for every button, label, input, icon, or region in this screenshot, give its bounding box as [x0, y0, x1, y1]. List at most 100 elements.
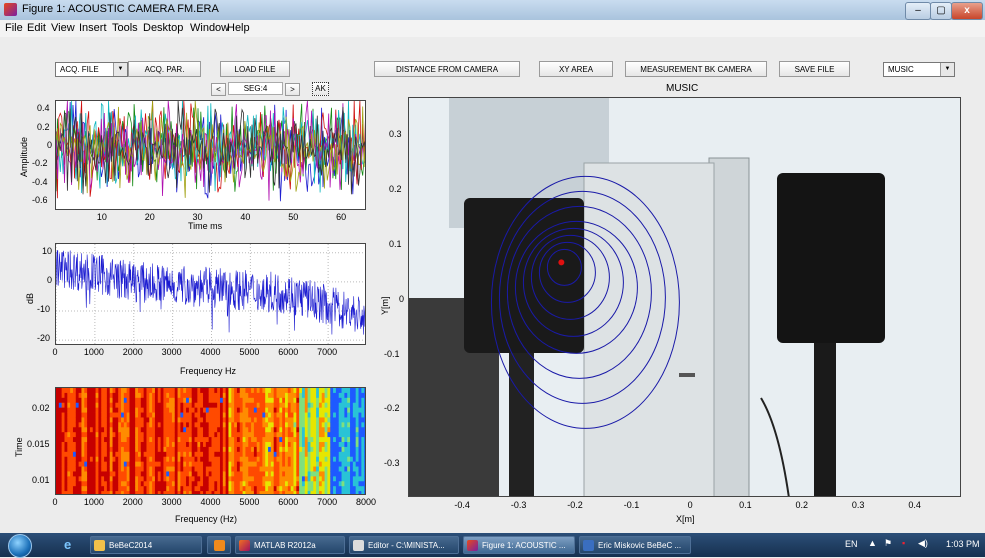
xy-area-button[interactable]: XY AREA: [539, 61, 613, 77]
start-button[interactable]: [8, 534, 32, 558]
internet-explorer-icon[interactable]: e: [64, 537, 72, 552]
menu-file[interactable]: File: [5, 22, 23, 34]
load-file-button[interactable]: LOAD FILE: [220, 61, 290, 77]
time-signal-ylabel: Amplitude: [19, 136, 29, 177]
ak-button[interactable]: AK: [312, 82, 329, 96]
spectrogram-cell: [341, 407, 345, 413]
spectrogram-cell: [89, 427, 94, 433]
spectrogram-cell: [126, 486, 130, 492]
spectrogram-cell: [121, 481, 125, 487]
spectrogram-cell: [276, 388, 280, 394]
distance-from-camera-button[interactable]: DISTANCE FROM CAMERA: [374, 61, 520, 77]
taskbar-item-figure[interactable]: Figure 1: ACOUSTIC ...: [463, 536, 575, 554]
spectrogram-cell: [330, 471, 334, 477]
spectrogram-cell: [152, 491, 156, 494]
spectrogram-cell: [61, 486, 65, 492]
acoustic-map-ytick: -0.3: [384, 458, 400, 469]
spectrogram-cell: [78, 402, 82, 409]
minimize-button[interactable]: –: [905, 2, 931, 20]
prev-segment-button[interactable]: <: [211, 83, 226, 96]
taskbar-item-matlab[interactable]: MATLAB R2012a: [235, 536, 345, 554]
next-segment-button[interactable]: >: [285, 83, 300, 96]
menu-view[interactable]: View: [51, 22, 75, 34]
acq-par-button[interactable]: ACQ. PAR.: [128, 61, 201, 77]
spectrogram-cell: [321, 491, 325, 494]
spectrogram-cell: [313, 388, 317, 394]
clock[interactable]: 1:03 PM: [946, 539, 980, 549]
spectrogram-cell: [152, 471, 156, 477]
menu-insert[interactable]: Insert: [79, 22, 107, 34]
spectrogram-cell: [304, 402, 309, 409]
taskbar-item-media[interactable]: [207, 536, 231, 554]
menu-window[interactable]: Window: [190, 22, 230, 34]
menu-desktop[interactable]: Desktop: [143, 22, 184, 34]
spectrogram-cell: [101, 422, 105, 428]
spectrogram-cell: [301, 432, 306, 438]
spectrogram-cell: [152, 486, 156, 492]
spectrogram-cell: [140, 466, 145, 472]
close-button[interactable]: x: [951, 2, 983, 20]
spectrogram-cell: [228, 486, 232, 492]
spectrogram-cell: [135, 481, 139, 487]
maximize-button[interactable]: ▢: [930, 2, 952, 20]
spectrogram-cell: [293, 427, 297, 433]
spectrogram-cell: [205, 446, 210, 453]
spectrogram-cell: [358, 402, 362, 409]
menu-help[interactable]: Help: [227, 22, 250, 34]
measurement-bk-camera-button[interactable]: MEASUREMENT BK CAMERA: [625, 61, 767, 77]
menu-edit[interactable]: Edit: [27, 22, 46, 34]
save-file-button[interactable]: SAVE FILE: [779, 61, 850, 77]
spectrogram-cell: [327, 446, 331, 453]
menu-tools[interactable]: Tools: [112, 22, 138, 34]
spectrogram-cell: [287, 491, 292, 494]
taskbar-item-bebec[interactable]: BeBeC2014: [90, 536, 202, 554]
spectrogram-cell: [61, 481, 65, 487]
spectrogram-cell: [135, 461, 139, 467]
spectrogram-cell: [239, 422, 243, 428]
spectrogram-cell: [112, 466, 116, 472]
spectrogram-cell: [296, 476, 300, 482]
show-hidden-icons-icon[interactable]: ▲: [868, 538, 877, 548]
spectrogram-cell: [129, 486, 133, 492]
acoustic-map-xtick: -0.2: [567, 500, 583, 510]
spectrum-axes[interactable]: [55, 243, 366, 345]
spectrogram-cell: [287, 407, 292, 413]
spectrogram-cell: [318, 392, 323, 399]
spectrogram-cell: [313, 451, 317, 458]
acoustic-map-axes[interactable]: [408, 97, 961, 497]
spectrogram-cell: [166, 417, 170, 423]
taskbar-item-editor[interactable]: Editor - C:\MINISTA...: [349, 536, 459, 554]
spectrogram-cell: [321, 446, 325, 453]
flag-icon[interactable]: ⚑: [884, 538, 893, 548]
spectrogram-cell: [253, 407, 258, 413]
spectrogram-axes[interactable]: [55, 387, 366, 495]
spectrogram-cell: [364, 407, 365, 413]
spectrogram-cell: [265, 486, 269, 492]
spectrogram-cell: [188, 427, 193, 433]
spectrogram-cell: [92, 388, 96, 394]
time-signal-axes[interactable]: [55, 100, 366, 210]
spectrogram-cell: [253, 412, 258, 418]
spectrogram-cell: [146, 481, 150, 487]
spectrogram-cell: [301, 437, 306, 443]
spectrogram-cell: [222, 481, 227, 487]
spectrogram-cell: [282, 437, 286, 443]
spectrogram-cell: [56, 402, 60, 409]
window-title-bar[interactable]: Figure 1: ACOUSTIC CAMERA FM.ERA – ▢ x: [0, 0, 985, 20]
spectrogram-cell: [327, 486, 331, 492]
spectrogram-cell: [180, 456, 184, 463]
network-icon[interactable]: ▪: [902, 538, 906, 548]
spectrogram-cell: [197, 397, 201, 404]
language-indicator[interactable]: EN: [845, 539, 858, 549]
spectrogram-cell: [318, 417, 323, 423]
spectrogram-cell: [208, 476, 212, 482]
taskbar-item-word[interactable]: Eric Miskovic BeBeC ...: [579, 536, 691, 554]
music-select[interactable]: MUSIC ▼: [883, 62, 955, 77]
spectrogram-cell: [231, 476, 235, 482]
spectrogram-cell: [219, 422, 224, 428]
spectrogram-cell: [299, 491, 303, 494]
acq-file-select[interactable]: ACQ. FILE ▼: [55, 62, 128, 77]
spectrogram-cell: [194, 402, 198, 409]
volume-icon[interactable]: ◀): [918, 538, 928, 548]
spectrogram-cell: [92, 392, 96, 399]
